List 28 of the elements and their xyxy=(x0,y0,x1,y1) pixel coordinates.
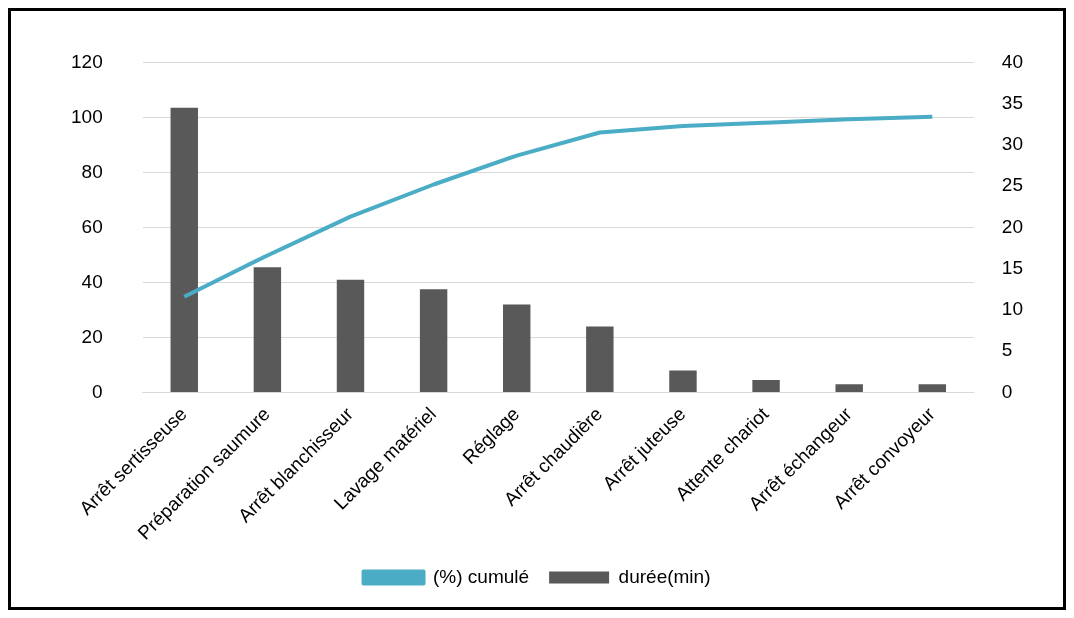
y2-tick-label: 40 xyxy=(1001,50,1024,72)
y-tick-label: 100 xyxy=(71,105,103,127)
y2-tick-label: 25 xyxy=(1001,174,1024,196)
y2-tick-label: 15 xyxy=(1001,256,1024,278)
bar xyxy=(170,107,198,392)
legend-label: durée(min) xyxy=(618,565,711,587)
y-tick-label: 0 xyxy=(92,380,103,402)
bar xyxy=(503,304,531,392)
y2-tick-label: 0 xyxy=(1001,380,1013,402)
y2-tick-label: 35 xyxy=(1001,91,1024,113)
y-tick-label: 80 xyxy=(81,160,103,182)
bar xyxy=(336,279,365,392)
y2-tick-label: 10 xyxy=(1001,298,1024,320)
bar xyxy=(253,267,282,392)
bar xyxy=(835,384,863,392)
bar xyxy=(586,326,614,392)
bar xyxy=(419,289,448,392)
y2-tick-label: 20 xyxy=(1001,215,1024,237)
y-tick-label: 20 xyxy=(81,325,103,347)
y-tick-label: 120 xyxy=(71,50,103,72)
legend-label: (%) cumulé xyxy=(433,565,530,587)
y-tick-label: 60 xyxy=(81,215,103,237)
y2-tick-label: 30 xyxy=(1001,133,1024,155)
y2-tick-label: 5 xyxy=(1001,339,1013,361)
bar xyxy=(752,380,780,392)
bar xyxy=(669,370,697,392)
y-tick-label: 40 xyxy=(81,270,103,292)
bar xyxy=(918,384,947,392)
